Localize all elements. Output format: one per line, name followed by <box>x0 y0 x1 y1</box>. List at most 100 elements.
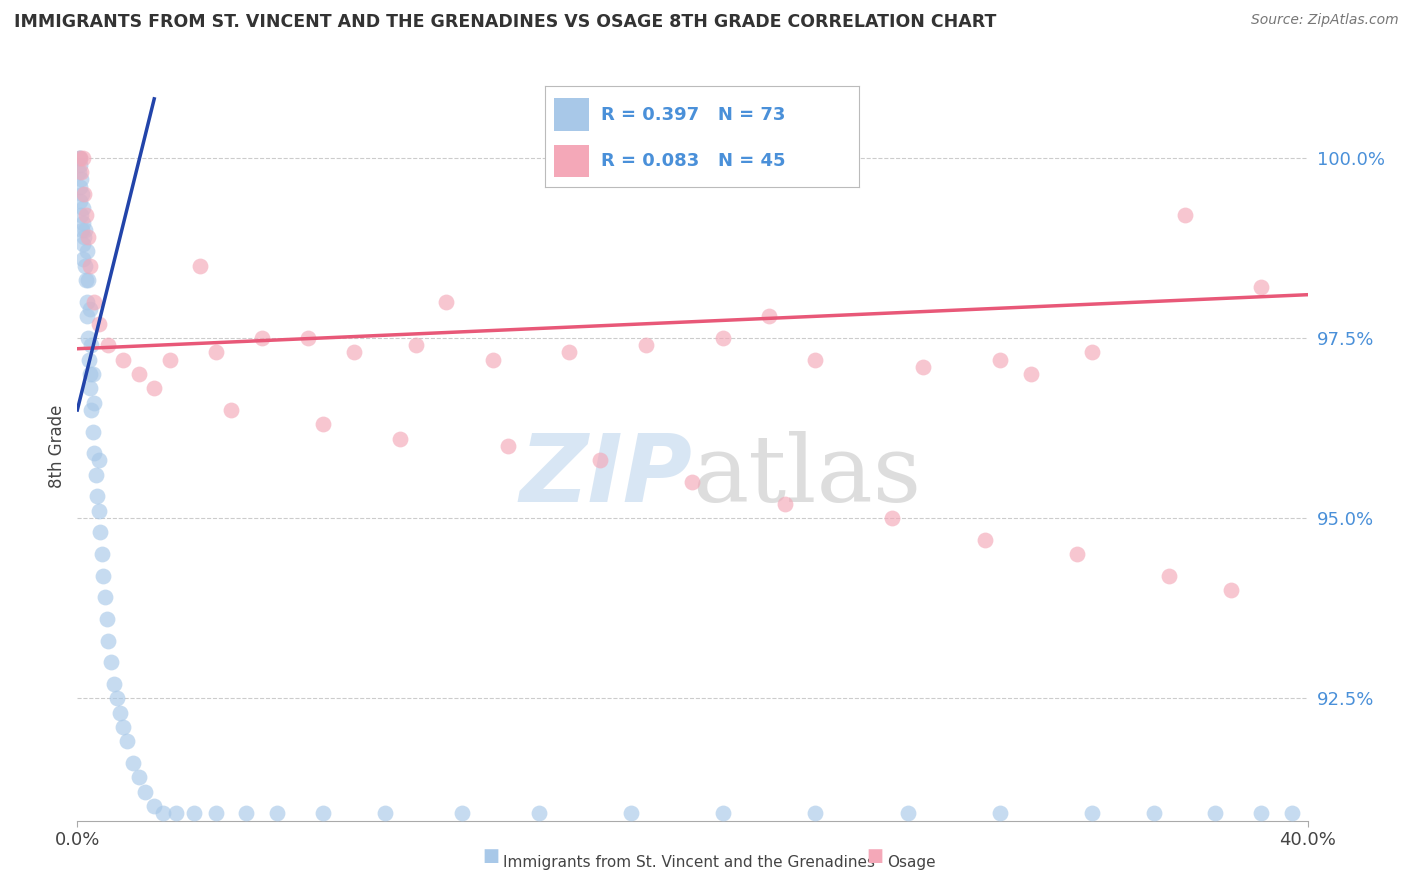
Point <box>773 497 796 511</box>
Point <box>374 806 396 821</box>
Text: Osage: Osage <box>887 855 936 870</box>
Point <box>312 417 335 432</box>
Point <box>219 403 242 417</box>
Point <box>389 432 412 446</box>
Point <box>973 533 995 547</box>
Point <box>69 158 91 172</box>
Point <box>897 806 920 821</box>
Point <box>112 352 135 367</box>
Point <box>235 806 257 821</box>
Point <box>79 259 101 273</box>
Point <box>76 294 98 309</box>
Point <box>121 756 143 770</box>
Point <box>97 633 120 648</box>
Point <box>450 806 472 821</box>
Point <box>77 352 100 367</box>
Point <box>79 367 101 381</box>
Point <box>804 352 827 367</box>
Point <box>188 259 212 273</box>
Point <box>143 381 166 395</box>
Point <box>758 310 780 324</box>
Y-axis label: 8th Grade: 8th Grade <box>48 404 66 488</box>
Point <box>83 396 105 410</box>
Point <box>97 338 120 352</box>
Point <box>636 338 658 352</box>
Point <box>84 467 107 482</box>
Point <box>103 677 125 691</box>
Point <box>87 317 110 331</box>
Point <box>70 165 93 179</box>
Point <box>75 209 97 223</box>
Point <box>87 453 110 467</box>
Text: ■: ■ <box>482 847 499 865</box>
Point <box>343 345 366 359</box>
Point <box>83 446 105 460</box>
Point <box>115 734 138 748</box>
Text: ■: ■ <box>866 847 883 865</box>
Point <box>589 453 612 467</box>
Point <box>90 547 114 561</box>
Point <box>1081 345 1104 359</box>
Point <box>82 367 104 381</box>
Point <box>72 151 94 165</box>
Point <box>1250 280 1272 294</box>
Point <box>73 259 96 273</box>
Point <box>250 331 273 345</box>
Point <box>405 338 427 352</box>
Point <box>112 720 135 734</box>
Point <box>69 179 91 194</box>
Point <box>297 331 319 345</box>
Point <box>988 806 1011 821</box>
Point <box>72 237 94 252</box>
Point <box>96 612 118 626</box>
Point <box>87 504 110 518</box>
Point <box>1174 209 1197 223</box>
Point <box>1143 806 1166 821</box>
Point <box>143 799 166 814</box>
Point <box>711 331 734 345</box>
Point <box>70 186 93 201</box>
Point <box>105 691 128 706</box>
Point <box>80 403 103 417</box>
Point <box>204 345 226 359</box>
Point <box>79 381 101 395</box>
Point <box>67 165 90 179</box>
Point <box>72 252 94 266</box>
Point <box>912 359 935 374</box>
Point <box>79 302 101 317</box>
Point <box>73 223 96 237</box>
Point <box>93 568 115 582</box>
Point <box>94 591 117 605</box>
Point <box>69 151 91 165</box>
Point <box>1204 806 1226 821</box>
Point <box>73 186 96 201</box>
Point <box>204 806 226 821</box>
Point <box>527 806 550 821</box>
Point <box>77 273 100 287</box>
Point <box>152 806 174 821</box>
Point <box>70 209 93 223</box>
Point <box>134 785 156 799</box>
Text: ZIP: ZIP <box>520 430 693 522</box>
Point <box>100 655 122 669</box>
Point <box>312 806 335 821</box>
Point <box>1281 806 1303 821</box>
Point <box>83 294 105 309</box>
Point <box>69 194 91 208</box>
Text: Immigrants from St. Vincent and the Grenadines: Immigrants from St. Vincent and the Gren… <box>503 855 876 870</box>
Point <box>70 172 93 186</box>
Point <box>183 806 205 821</box>
Point <box>481 352 503 367</box>
Text: IMMIGRANTS FROM ST. VINCENT AND THE GRENADINES VS OSAGE 8TH GRADE CORRELATION CH: IMMIGRANTS FROM ST. VINCENT AND THE GREN… <box>14 13 997 31</box>
Point <box>804 806 827 821</box>
Point <box>72 201 94 215</box>
Point <box>558 345 581 359</box>
Point <box>72 216 94 230</box>
Point <box>128 771 150 785</box>
Point <box>69 151 91 165</box>
Point <box>1066 547 1088 561</box>
Point <box>159 352 181 367</box>
Point <box>89 525 111 540</box>
Point <box>77 331 100 345</box>
Point <box>76 244 98 259</box>
